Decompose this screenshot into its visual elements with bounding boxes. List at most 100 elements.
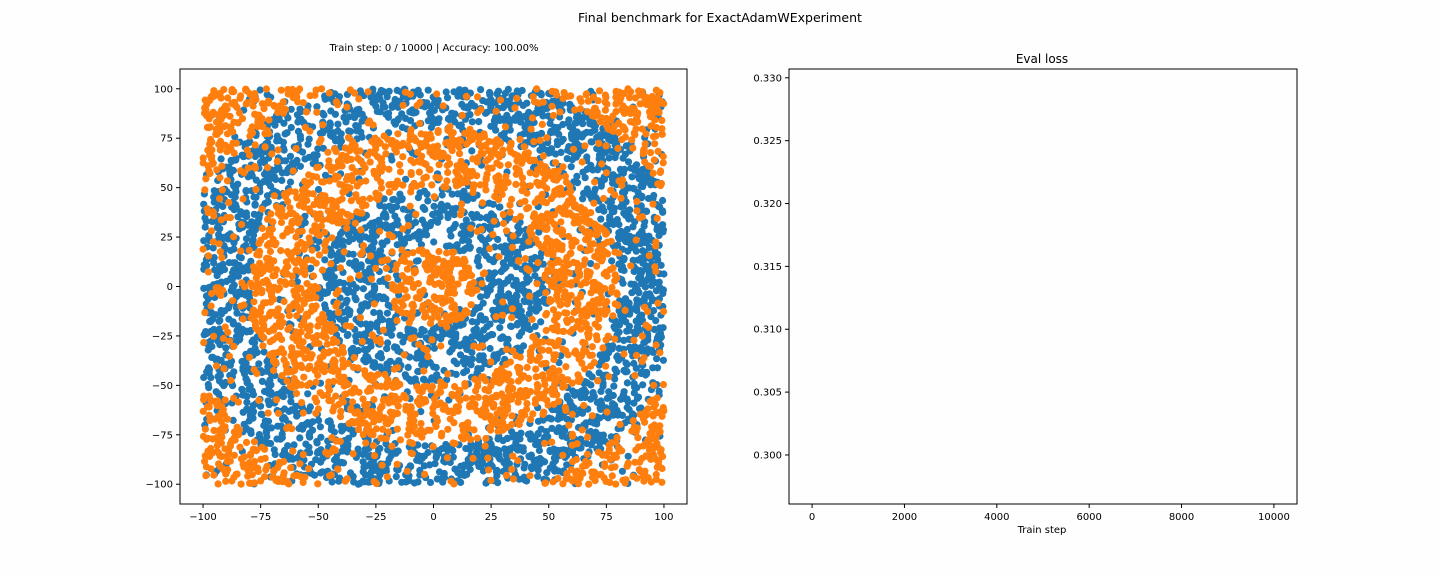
scatter-point-blue (579, 195, 587, 203)
scatter-point-orange (504, 161, 512, 169)
scatter-point-orange (511, 215, 520, 224)
scatter-point-blue (402, 373, 410, 381)
scatter-point-orange (237, 480, 245, 488)
scatter-point-orange (616, 420, 624, 428)
scatter-point-orange (435, 161, 443, 169)
scatter-point-orange (602, 230, 610, 238)
scatter-point-blue (439, 330, 447, 338)
scatter-point-blue (615, 220, 623, 229)
scatter-point-blue (412, 108, 420, 116)
scatter-point-orange (364, 119, 372, 127)
scatter-point-blue (247, 414, 255, 422)
scatter-point-blue (398, 196, 406, 204)
scatter-point-blue (477, 365, 485, 373)
scatter-point-blue (605, 154, 613, 162)
scatter-point-orange (650, 156, 658, 164)
scatter-point-orange (566, 250, 574, 258)
scatter-point-orange (549, 478, 557, 486)
scatter-point-blue (501, 89, 509, 97)
scatter-point-orange (352, 191, 360, 199)
scatter-point-blue (623, 403, 631, 412)
scatter-point-blue (437, 204, 445, 213)
scatter-point-blue (240, 420, 248, 428)
scatter-point-blue (385, 321, 394, 329)
scatter-point-blue (475, 462, 483, 470)
scatter-point-blue (308, 426, 317, 434)
scatter-point-orange (337, 407, 345, 415)
scatter-point-blue (404, 363, 412, 371)
scatter-point-orange (448, 390, 456, 398)
scatter-point-blue (625, 299, 633, 307)
scatter-point-blue (325, 281, 333, 289)
scatter-point-orange (233, 470, 241, 478)
scatter-point-orange (594, 377, 602, 385)
scatter-point-blue (564, 146, 572, 154)
scatter-point-blue (256, 86, 264, 94)
scatter-point-orange (378, 461, 386, 469)
scatter-point-orange (370, 477, 378, 486)
scatter-point-blue (351, 110, 359, 118)
scatter-point-blue (244, 221, 252, 229)
scatter-point-blue (243, 398, 251, 406)
scatter-point-blue (255, 360, 263, 368)
scatter-point-orange (204, 268, 212, 276)
scatter-point-orange (264, 409, 272, 417)
scatter-point-blue (520, 297, 528, 305)
scatter-point-blue (652, 287, 661, 295)
scatter-point-orange (538, 212, 546, 220)
scatter-point-blue (599, 374, 607, 382)
scatter-point-orange (528, 315, 536, 323)
scatter-point-blue (512, 439, 520, 447)
scatter-point-orange (300, 373, 308, 381)
scatter-point-orange (430, 193, 438, 201)
scatter-point-blue (610, 382, 618, 390)
scatter-point-blue (204, 346, 212, 354)
scatter-point-blue (215, 325, 224, 333)
scatter-point-blue (575, 130, 583, 138)
scatter-point-blue (247, 427, 255, 435)
scatter-point-blue (340, 113, 348, 121)
scatter-point-orange (339, 398, 347, 406)
scatter-point-blue (376, 363, 384, 371)
scatter-point-blue (596, 414, 604, 422)
scatter-point-blue (638, 227, 646, 235)
scatter-point-blue (321, 301, 329, 309)
scatter-point-blue (420, 375, 428, 383)
scatter-point-blue (657, 261, 665, 269)
scatter-point-orange (298, 399, 306, 407)
scatter-point-blue (396, 331, 404, 339)
scatter-point-orange (437, 432, 446, 440)
scatter-point-orange (289, 167, 297, 175)
scatter-point-orange (284, 198, 292, 206)
scatter-point-blue (537, 425, 545, 433)
scatter-point-blue (659, 289, 667, 297)
scatter-point-blue (250, 210, 258, 218)
scatter-point-blue (545, 414, 553, 422)
scatter-point-orange (481, 181, 489, 189)
scatter-point-orange (656, 349, 664, 357)
scatter-point-blue (359, 468, 367, 476)
scatter-point-orange (424, 353, 432, 361)
scatter-point-orange (325, 89, 333, 97)
scatter-point-blue (383, 309, 391, 317)
scatter-point-blue (447, 338, 456, 346)
scatter-point-blue (589, 391, 597, 399)
scatter-point-orange (621, 306, 629, 314)
scatter-point-orange (275, 331, 283, 339)
scatter-point-blue (659, 221, 667, 229)
scatter-point-blue (262, 418, 270, 427)
scatter-point-blue (350, 478, 358, 486)
scatter-point-orange (417, 420, 425, 428)
scatter-point-orange (358, 248, 366, 256)
scatter-point-orange (424, 426, 432, 434)
scatter-point-orange (242, 438, 251, 446)
scatter-point-orange (487, 358, 495, 366)
scatter-point-orange (324, 148, 332, 156)
scatter-point-blue (261, 170, 269, 178)
scatter-point-orange (659, 159, 667, 167)
scatter-point-blue (623, 225, 631, 234)
scatter-point-orange (649, 169, 657, 177)
scatter-point-blue (410, 479, 419, 487)
scatter-point-orange (340, 248, 348, 256)
scatter-point-blue (507, 259, 515, 267)
